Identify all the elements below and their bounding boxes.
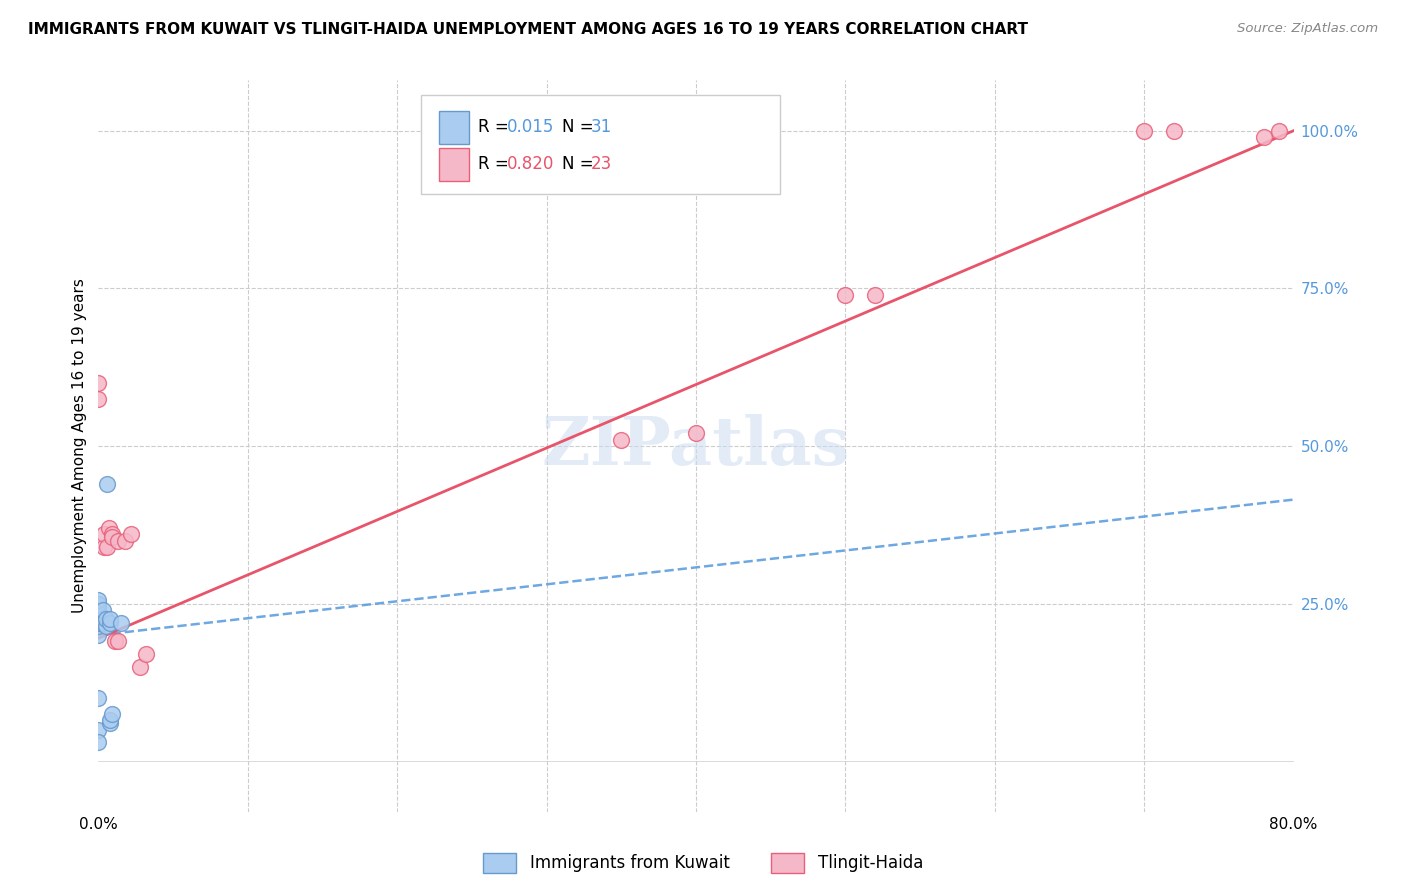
Y-axis label: Unemployment Among Ages 16 to 19 years: Unemployment Among Ages 16 to 19 years	[72, 278, 87, 614]
Point	[87, 606, 110, 620]
Point	[87, 612, 110, 626]
Point	[87, 599, 110, 614]
FancyBboxPatch shape	[439, 111, 470, 144]
Point	[135, 647, 157, 661]
Point	[100, 714, 122, 728]
Point	[865, 287, 887, 301]
Point	[100, 716, 122, 731]
Point	[87, 628, 110, 642]
Point	[87, 597, 110, 611]
Point	[87, 597, 110, 611]
Point	[87, 691, 110, 706]
Point	[97, 521, 120, 535]
Text: R =: R =	[478, 118, 515, 136]
Point	[87, 723, 110, 737]
Point	[120, 527, 142, 541]
Point	[610, 433, 633, 447]
Point	[91, 615, 114, 630]
Point	[87, 612, 110, 626]
Text: ZIPatlas: ZIPatlas	[541, 414, 851, 478]
Text: N =: N =	[562, 155, 599, 173]
Point	[107, 634, 129, 648]
Point	[87, 609, 110, 624]
Point	[129, 659, 152, 673]
Point	[1163, 124, 1185, 138]
Point	[101, 706, 124, 721]
Point	[100, 615, 122, 630]
Point	[1267, 124, 1289, 138]
Point	[94, 612, 117, 626]
Point	[87, 392, 110, 406]
Point	[87, 735, 110, 749]
Point	[96, 540, 118, 554]
Point	[100, 612, 122, 626]
Point	[834, 287, 856, 301]
Text: Source: ZipAtlas.com: Source: ZipAtlas.com	[1237, 22, 1378, 36]
Point	[114, 533, 136, 548]
Point	[87, 593, 110, 607]
Point	[94, 618, 117, 632]
Text: 0.820: 0.820	[508, 155, 554, 173]
Text: IMMIGRANTS FROM KUWAIT VS TLINGIT-HAIDA UNEMPLOYMENT AMONG AGES 16 TO 19 YEARS C: IMMIGRANTS FROM KUWAIT VS TLINGIT-HAIDA …	[28, 22, 1028, 37]
Text: 31: 31	[591, 118, 612, 136]
Point	[87, 599, 110, 614]
Point	[87, 606, 110, 620]
Point	[87, 603, 110, 617]
Point	[93, 540, 115, 554]
Text: N =: N =	[562, 118, 599, 136]
Legend: Immigrants from Kuwait, Tlingit-Haida: Immigrants from Kuwait, Tlingit-Haida	[477, 847, 929, 880]
Point	[104, 634, 127, 648]
Point	[96, 476, 118, 491]
Point	[110, 615, 132, 630]
FancyBboxPatch shape	[439, 148, 470, 181]
Point	[87, 609, 110, 624]
Point	[87, 376, 110, 390]
Point	[93, 527, 115, 541]
Point	[87, 615, 110, 630]
Point	[91, 603, 114, 617]
Point	[1133, 124, 1156, 138]
Point	[685, 426, 707, 441]
Point	[87, 615, 110, 630]
FancyBboxPatch shape	[422, 95, 780, 194]
Text: R =: R =	[478, 155, 515, 173]
Point	[87, 603, 110, 617]
Point	[1253, 130, 1275, 145]
Point	[87, 618, 110, 632]
Point	[101, 527, 124, 541]
Text: 0.015: 0.015	[508, 118, 554, 136]
Text: 23: 23	[591, 155, 612, 173]
Point	[107, 533, 129, 548]
Point	[101, 530, 124, 544]
